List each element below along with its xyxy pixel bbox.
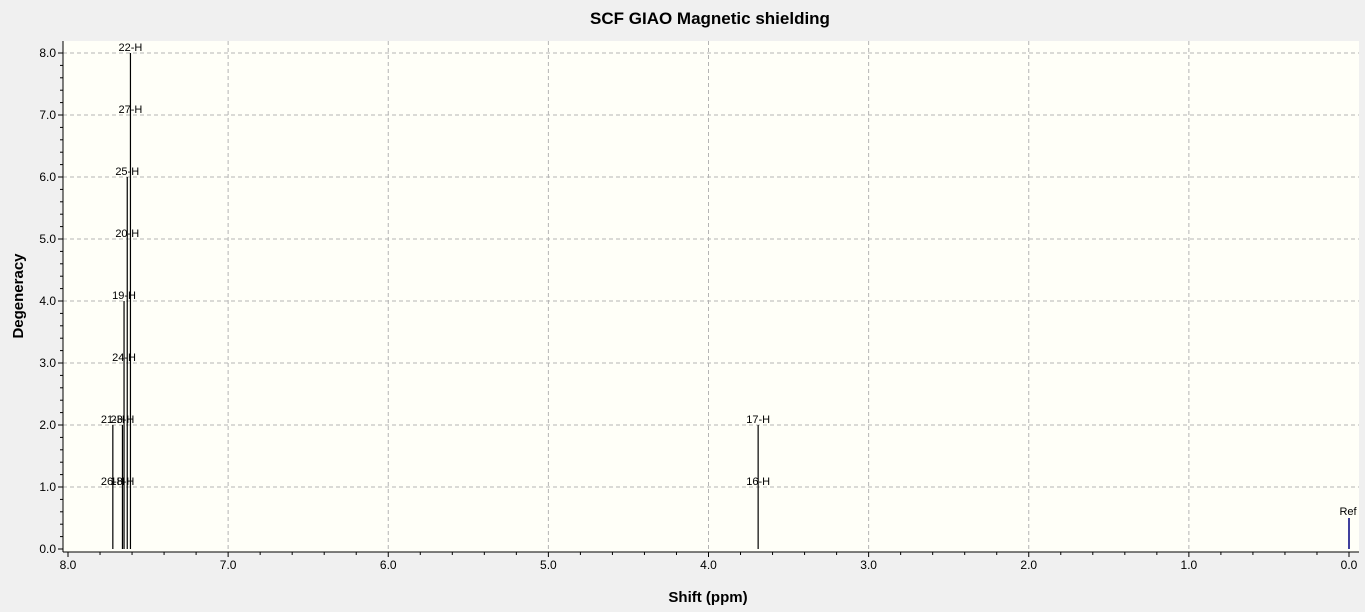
y-tick-label: 5.0 [39, 232, 56, 246]
peak-label: 19-H [112, 290, 136, 302]
chart-title: SCF GIAO Magnetic shielding [590, 9, 830, 28]
x-axis-title: Shift (ppm) [668, 589, 747, 606]
x-tick-label: 4.0 [700, 558, 717, 572]
x-tick-label: 1.0 [1181, 558, 1198, 572]
y-tick-label: 3.0 [39, 356, 56, 370]
peak-label: 25-H [115, 166, 139, 178]
x-tick-label: 8.0 [60, 558, 77, 572]
y-tick-label: 1.0 [39, 480, 56, 494]
peak-label: 20-H [115, 228, 139, 240]
peak-label: 22-H [119, 42, 143, 54]
axes: 8.0 7.0 6.0 5.0 4.0 3.0 2.0 1.0 0.0 0.0 1.0 2.0 3.0 4… [39, 41, 1359, 572]
y-tick-label: 2.0 [39, 418, 56, 432]
peak-label: 21-H [101, 414, 125, 426]
peak-label: 27-H [119, 104, 143, 116]
x-tick-label: 6.0 [380, 558, 397, 572]
peak-label: 16-H [746, 476, 770, 488]
peaks: 21-H 26-H 23-H 18-H 19-H 24-H 25-H 20-H 22-H 27-H… [101, 42, 1357, 549]
y-tick-label: 6.0 [39, 170, 56, 184]
y-tick-label: 4.0 [39, 294, 56, 308]
x-tick-label: 0.0 [1341, 558, 1358, 572]
peak-label: 17-H [746, 414, 770, 426]
y-tick-label: 0.0 [39, 542, 56, 556]
x-tick-label: 2.0 [1020, 558, 1037, 572]
y-axis-title: Degeneracy [10, 253, 27, 339]
x-tick-label: 5.0 [540, 558, 557, 572]
x-tick-label: 7.0 [220, 558, 237, 572]
y-tick-label: 7.0 [39, 108, 56, 122]
grid-lines [63, 41, 1359, 552]
peak-label: 26-H [101, 476, 125, 488]
peak-label: 18-H [111, 476, 135, 488]
peak-label: 24-H [112, 352, 136, 364]
reference-label: Ref [1339, 506, 1357, 518]
x-tick-label: 3.0 [860, 558, 877, 572]
peak-label: 23-H [111, 414, 135, 426]
y-tick-label: 8.0 [39, 46, 56, 60]
plot-area [63, 41, 1359, 552]
